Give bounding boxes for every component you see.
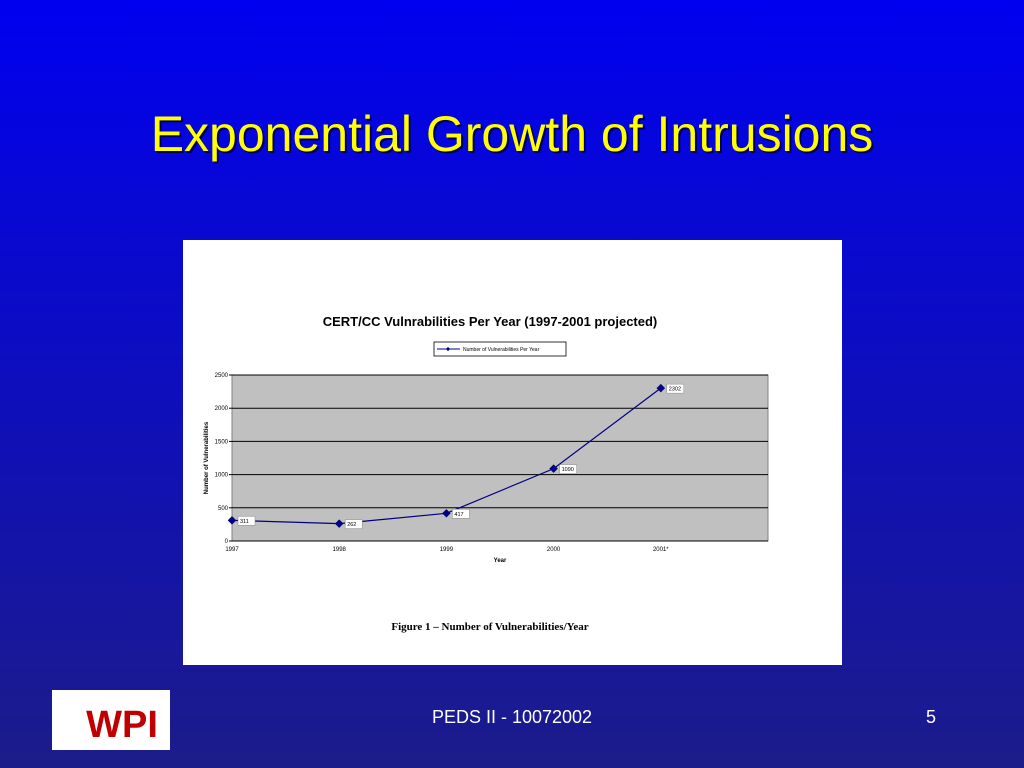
slide-title: Exponential Growth of Intrusions <box>151 106 874 162</box>
y-tick-label: 2000 <box>215 406 229 412</box>
data-label: 1090 <box>562 467 574 473</box>
legend-marker <box>445 346 451 352</box>
y-tick-label: 500 <box>218 506 229 512</box>
x-tick-label: 1998 <box>333 547 347 553</box>
x-tick-label: 2001* <box>653 547 669 553</box>
plot-area <box>231 374 769 542</box>
legend-label: Number of Vulnerabilities Per Year <box>463 347 540 353</box>
data-point <box>656 383 666 393</box>
data-label: 262 <box>347 522 356 528</box>
data-point <box>334 519 344 528</box>
data-label: 2302 <box>669 387 681 393</box>
x-axis-label: Year <box>494 558 507 564</box>
figure-caption: Figure 1 – Number of Vulnerabilities/Yea… <box>391 621 588 633</box>
data-label: 417 <box>454 512 463 518</box>
y-tick-label: 0 <box>225 539 229 545</box>
y-tick-label: 1500 <box>215 439 229 445</box>
y-tick-label: 1000 <box>215 473 229 479</box>
footer: PEDS II - 10072002 <box>432 707 592 727</box>
data-label-box <box>344 519 363 529</box>
legend-box <box>433 341 567 357</box>
data-label-box <box>666 383 685 394</box>
x-tick-label: 2000 <box>547 547 561 553</box>
data-label-box <box>237 516 256 526</box>
y-axis-label: Number of Vulnerabilities <box>204 421 210 494</box>
y-tick-label: 2500 <box>215 373 229 379</box>
data-point <box>549 464 558 473</box>
data-label: 311 <box>240 519 249 525</box>
data-label-box <box>559 464 577 474</box>
logo <box>52 690 170 750</box>
chart-title: CERT/CC Vulnrabilities Per Year (1997-20… <box>323 314 658 329</box>
slide-title-shadow: Exponential Growth of Intrusions <box>153 108 876 164</box>
page-number: 5 <box>926 707 936 727</box>
x-tick-label: 1999 <box>440 547 454 553</box>
x-tick-label: 1997 <box>225 547 239 553</box>
data-label-box <box>452 509 470 519</box>
logo-text: WPI <box>86 704 158 746</box>
data-point <box>442 509 451 518</box>
